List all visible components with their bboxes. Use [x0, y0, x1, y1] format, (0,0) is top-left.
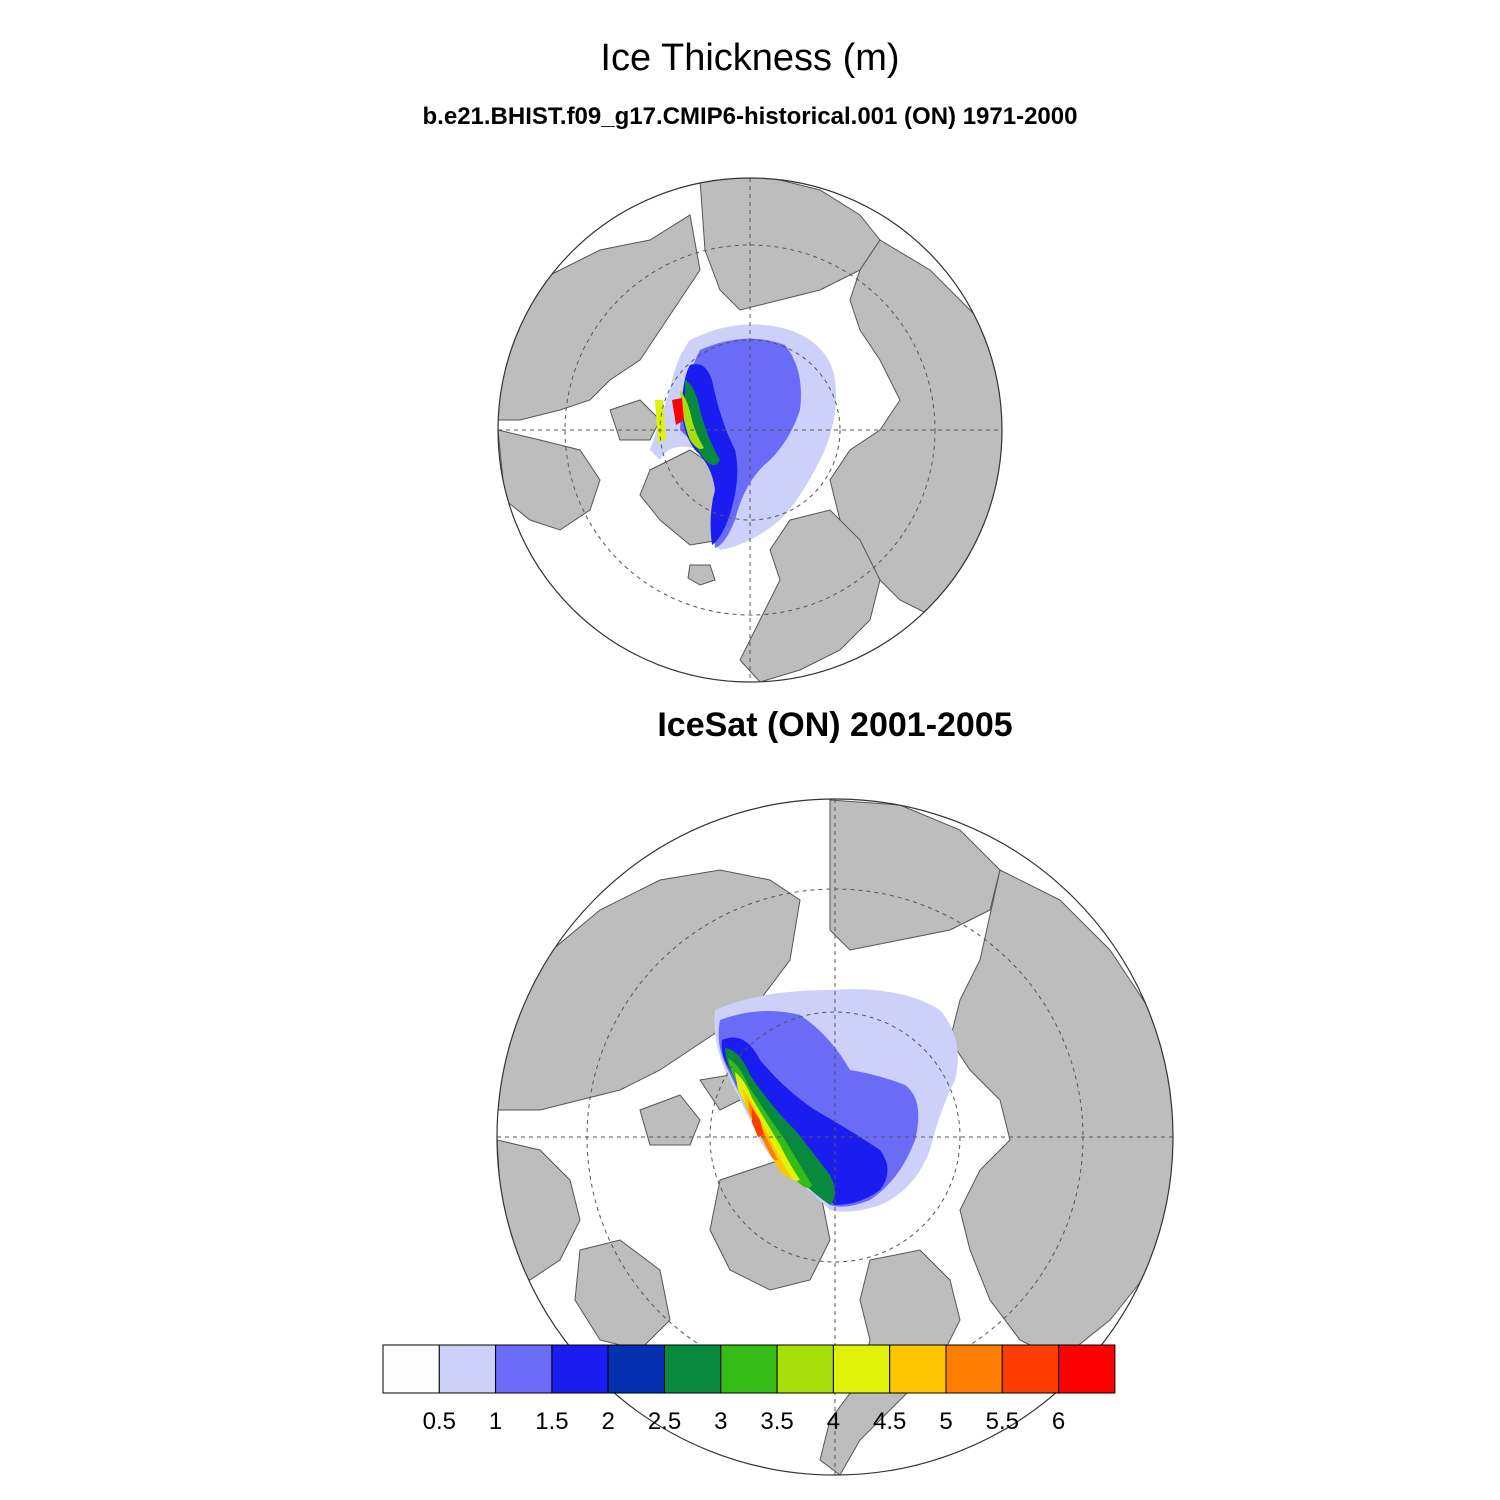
figure-title: Ice Thickness (m)	[600, 37, 899, 79]
panel1-border	[497, 177, 1003, 683]
colorbar-tick-label: 4	[827, 1408, 840, 1435]
colorbar-tick-label: 6	[1052, 1408, 1065, 1435]
colorbar-tick-label: 3.5	[760, 1408, 793, 1435]
panel1-subtitle: b.e21.BHIST.f09_g17.CMIP6-historical.001…	[423, 103, 1078, 130]
colorbar-box	[889, 1344, 947, 1394]
colorbar-box	[551, 1344, 609, 1394]
panel2-border	[496, 798, 1174, 1476]
colorbar-box	[495, 1344, 553, 1394]
colorbar: 0.5 1 1.5 2 2.5 3 3.5 4 4.5 5 5.5 6	[382, 1344, 1116, 1435]
colorbar-box	[1058, 1344, 1116, 1394]
panel1-graticule	[498, 178, 1002, 682]
colorbar-tick-label: 0.5	[423, 1408, 456, 1435]
colorbar-box	[1001, 1344, 1060, 1394]
colorbar-box	[832, 1344, 891, 1394]
panel2-land	[497, 799, 1173, 1475]
panel1-sea-ice	[650, 324, 836, 550]
colorbar-tick-label: 5.5	[986, 1408, 1019, 1435]
panel2-subtitle: IceSat (ON) 2001-2005	[657, 706, 1012, 744]
colorbar-tick-label: 1.5	[535, 1408, 568, 1435]
colorbar-tick-label: 4.5	[873, 1408, 906, 1435]
colorbar-box	[945, 1344, 1003, 1394]
colorbar-tick-label: 2.5	[648, 1408, 681, 1435]
panel1-map	[497, 177, 1003, 683]
colorbar-box	[720, 1344, 778, 1394]
colorbar-box	[438, 1344, 497, 1394]
colorbar-box	[607, 1344, 666, 1394]
colorbar-tick-label: 2	[602, 1408, 615, 1435]
panel2-sea-ice	[714, 989, 958, 1212]
colorbar-tick-label: 3	[714, 1408, 727, 1435]
colorbar-box	[382, 1344, 440, 1394]
colorbar-box	[776, 1344, 834, 1394]
colorbar-tick-label: 5	[939, 1408, 952, 1435]
colorbar-box	[664, 1344, 722, 1394]
colorbar-tick-label: 1	[489, 1408, 502, 1435]
panel2-map	[496, 798, 1174, 1476]
